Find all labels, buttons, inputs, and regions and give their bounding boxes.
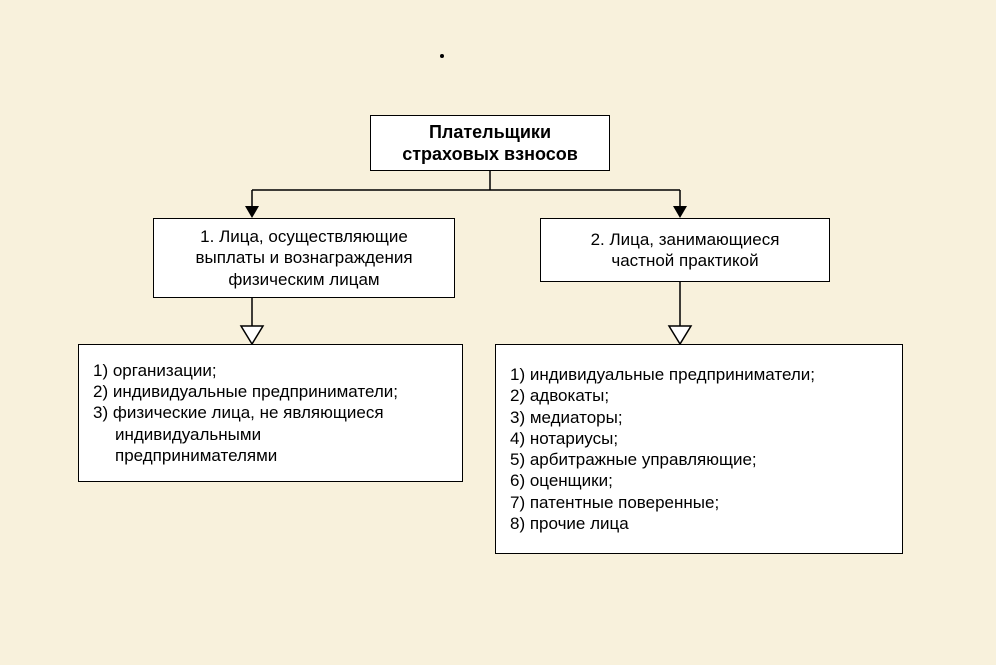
list-item: 5) арбитражные управляющие; xyxy=(510,449,888,470)
list-item: 4) нотариусы; xyxy=(510,428,888,449)
list-item: 1) организации; xyxy=(93,360,448,381)
leaf-left-box: 1) организации;2) индивидуальные предпри… xyxy=(78,344,463,482)
box-line: 2. Лица, занимающиеся xyxy=(591,229,780,250)
list-item: 6) оценщики; xyxy=(510,470,888,491)
box-line: страховых взносов xyxy=(402,143,578,166)
list-item: предпринимателями xyxy=(93,445,448,466)
box-line: Плательщики xyxy=(429,121,551,144)
list-item: 3) физические лица, не являющиеся xyxy=(93,402,448,423)
dot-marker xyxy=(440,54,444,58)
list-item: 2) адвокаты; xyxy=(510,385,888,406)
list-item: 2) индивидуальные предприниматели; xyxy=(93,381,448,402)
leaf-right-box: 1) индивидуальные предприниматели;2) адв… xyxy=(495,344,903,554)
list-item: 3) медиаторы; xyxy=(510,407,888,428)
root-box: Плательщикистраховых взносов xyxy=(370,115,610,171)
box-line: выплаты и вознаграждения xyxy=(195,247,412,268)
list-item: 7) патентные поверенные; xyxy=(510,492,888,513)
list-item: 8) прочие лица xyxy=(510,513,888,534)
mid-right-box: 2. Лица, занимающиесячастной практикой xyxy=(540,218,830,282)
list-item: индивидуальными xyxy=(93,424,448,445)
list-item: 1) индивидуальные предприниматели; xyxy=(510,364,888,385)
background xyxy=(0,0,996,665)
box-line: 1. Лица, осуществляющие xyxy=(200,226,408,247)
box-line: физическим лицам xyxy=(228,269,379,290)
box-line: частной практикой xyxy=(611,250,758,271)
mid-left-box: 1. Лица, осуществляющиевыплаты и вознагр… xyxy=(153,218,455,298)
